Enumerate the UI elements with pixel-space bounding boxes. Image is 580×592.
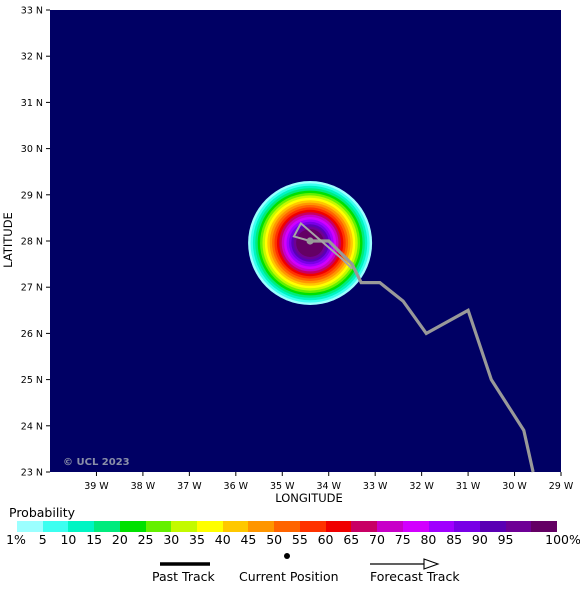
colorbar-label: 40 [214, 532, 231, 547]
colorbar-swatch [197, 521, 223, 532]
lon-tick-label: 30 W [502, 481, 527, 492]
colorbar-swatch [325, 521, 352, 532]
colorbar-label: 15 [86, 532, 103, 547]
lat-tick-label: 23 N [21, 468, 43, 479]
lat-tick-label: 24 N [21, 421, 43, 432]
lon-tick-label: 36 W [224, 481, 249, 492]
colorbar-swatch [479, 521, 506, 532]
colorbar-label: 10 [60, 532, 77, 547]
colorbar-swatch [171, 521, 198, 532]
colorbar-swatch [119, 521, 146, 532]
colorbar-swatch [428, 521, 455, 532]
colorbar-label: 85 [446, 532, 463, 547]
lon-tick-label: 31 W [456, 481, 481, 492]
colorbar-label: 25 [137, 532, 154, 547]
colorbar-label: 45 [240, 532, 257, 547]
lon-tick-label: 34 W [316, 481, 341, 492]
colorbar-swatch [505, 521, 532, 532]
lon-tick-label: 29 W [549, 481, 574, 492]
colorbar-label: 70 [369, 532, 385, 547]
lat-tick-label: 26 N [21, 329, 43, 340]
colorbar-label: 1% [6, 532, 26, 547]
lat-tick-label: 25 N [21, 375, 43, 386]
probability-colorbar [17, 521, 558, 532]
lat-tick-label: 30 N [21, 144, 43, 155]
past-track-key-label: Past Track [152, 569, 215, 584]
lat-tick-label: 33 N [21, 6, 43, 17]
colorbar-swatch [248, 521, 275, 532]
colorbar-label: 100% [545, 532, 580, 547]
axis-ticks: 39 W 38 W 37 W 36 W 35 W 34 W 33 W 32 W 31 W 30 W… [21, 6, 574, 493]
lon-tick-label: 38 W [131, 481, 156, 492]
colorbar-label: 35 [189, 532, 205, 547]
colorbar-swatch [17, 521, 43, 532]
lon-tick-label: 37 W [177, 481, 202, 492]
colorbar-label: 80 [420, 532, 437, 547]
colorbar-swatch [377, 521, 403, 532]
x-axis-title: LONGITUDE [275, 491, 343, 505]
lat-tick-label: 27 N [21, 283, 43, 294]
lon-tick-label: 33 W [363, 481, 388, 492]
forecast-track-key-label: Forecast Track [370, 569, 460, 584]
colorbar-swatch [402, 521, 429, 532]
colorbar-swatch [94, 521, 120, 532]
colorbar-label: 65 [343, 532, 360, 547]
current-position-marker [306, 237, 314, 245]
colorbar-swatch [531, 521, 558, 532]
lat-tick-label: 32 N [21, 52, 43, 63]
colorbar-label: 50 [266, 532, 283, 547]
colorbar-swatch [222, 521, 249, 532]
colorbar-label: 5 [38, 532, 47, 547]
lat-tick-label: 29 N [21, 190, 43, 201]
lat-tick-label: 28 N [21, 237, 43, 248]
forecast-track-line [292, 221, 353, 270]
legend-title: Probability [9, 505, 76, 520]
colorbar-swatch [42, 521, 69, 532]
colorbar-label: 20 [111, 532, 128, 547]
copyright-credit: © UCL 2023 [63, 457, 130, 468]
y-axis-title: LATITUDE [1, 212, 15, 268]
lon-tick-label: 35 W [270, 481, 295, 492]
current-position-key-dot [284, 553, 290, 559]
forecast-track-key-arrow-icon [423, 558, 440, 570]
colorbar-swatch [145, 521, 172, 532]
lat-tick-label: 31 N [21, 98, 43, 109]
colorbar-labels: 1% 5 10 15 20 25 30 35 40 45 50 55 60 65 70 75 80 85 90 95 1… [0, 532, 580, 548]
current-position-key-label: Current Position [239, 569, 339, 584]
colorbar-label: 90 [471, 532, 488, 547]
colorbar-swatch [351, 521, 378, 532]
lon-tick-label: 32 W [409, 481, 434, 492]
colorbar-swatch [68, 521, 95, 532]
colorbar-label: 55 [291, 532, 308, 547]
colorbar-swatch [454, 521, 480, 532]
colorbar-swatch [299, 521, 326, 532]
probability-field [248, 181, 373, 305]
colorbar-swatch [274, 521, 300, 532]
past-track-line [310, 239, 535, 473]
colorbar-label: 30 [163, 532, 180, 547]
colorbar-label: 60 [317, 532, 334, 547]
lon-tick-label: 39 W [84, 481, 109, 492]
colorbar-label: 95 [497, 532, 514, 547]
colorbar-label: 75 [394, 532, 411, 547]
